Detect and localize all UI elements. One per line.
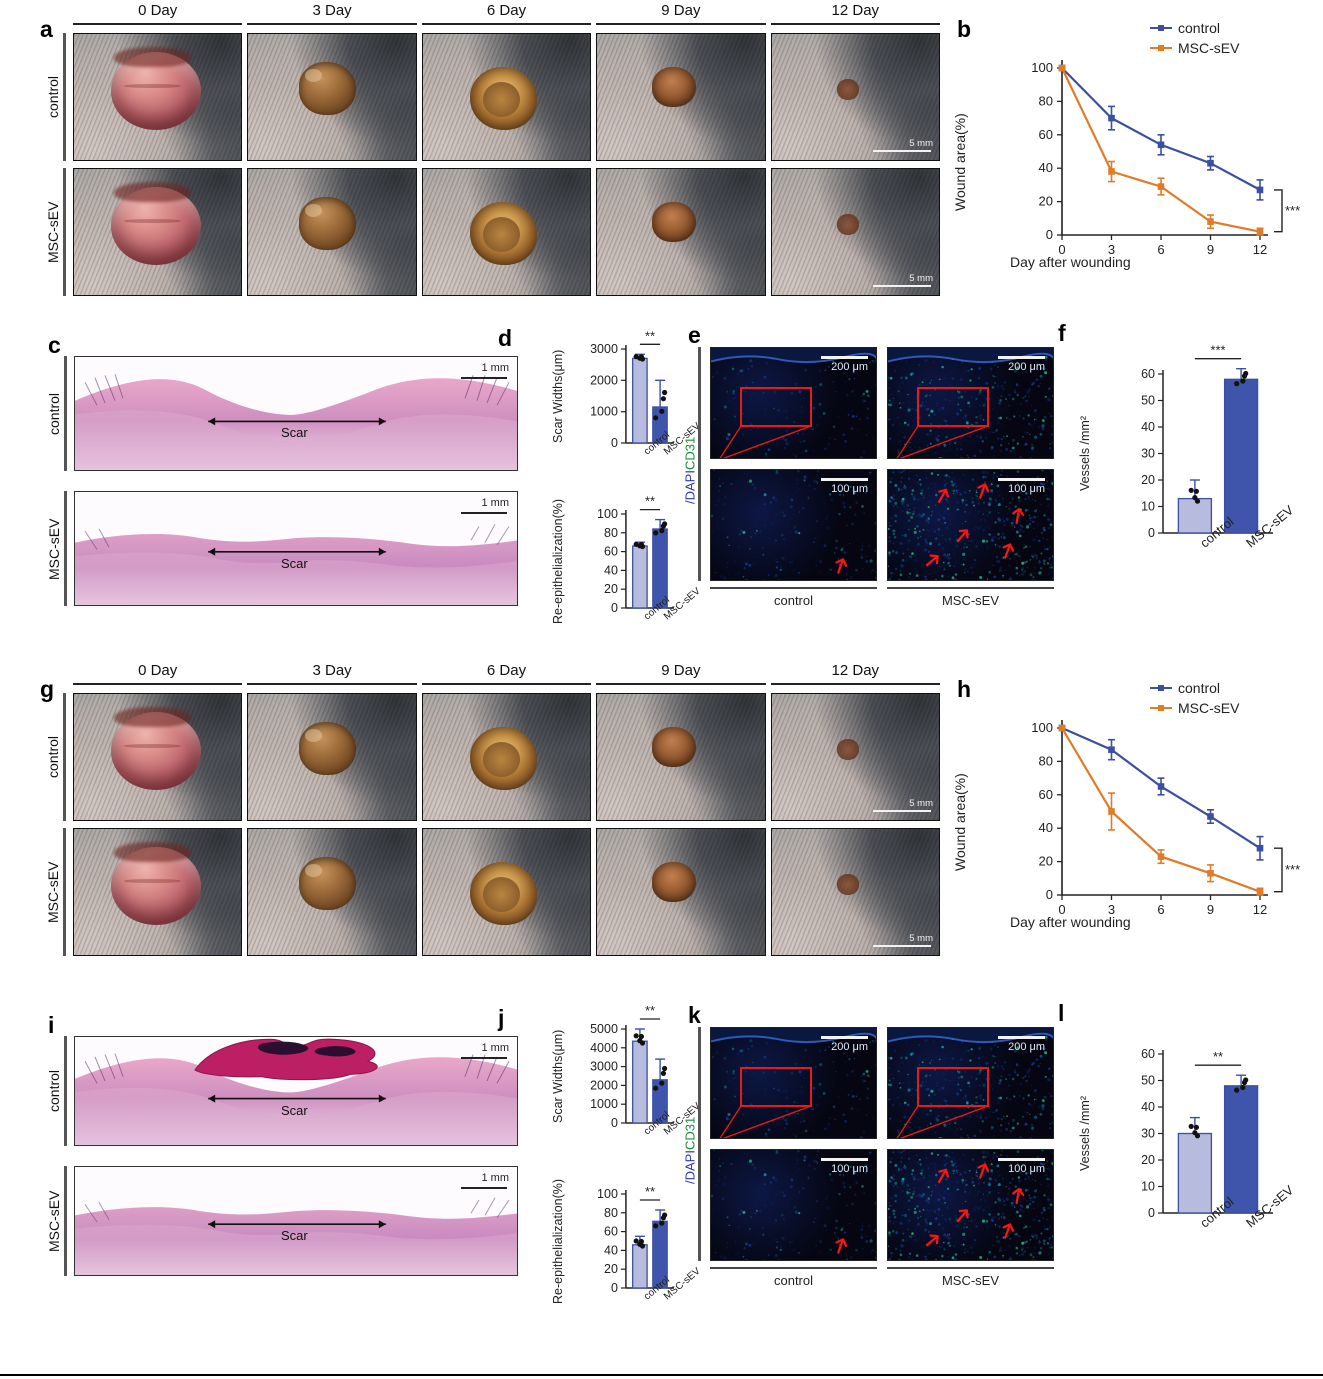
svg-text:2000: 2000 — [590, 1078, 618, 1092]
svg-text:30: 30 — [1141, 1127, 1155, 1141]
svg-text:10: 10 — [1141, 500, 1155, 514]
svg-text:40: 40 — [1039, 820, 1053, 835]
svg-text:100: 100 — [1031, 60, 1053, 75]
svg-text:100: 100 — [597, 507, 618, 521]
svg-text:40: 40 — [1141, 1100, 1155, 1114]
svg-text:50: 50 — [1141, 394, 1155, 408]
svg-text:0: 0 — [1046, 227, 1053, 242]
svg-text:0: 0 — [611, 436, 618, 450]
svg-text:80: 80 — [604, 1206, 618, 1220]
svg-text:0: 0 — [1148, 1206, 1155, 1220]
svg-text:5000: 5000 — [590, 1022, 618, 1036]
svg-text:**: ** — [645, 1003, 655, 1018]
svg-text:20: 20 — [1141, 473, 1155, 487]
svg-text:20: 20 — [1039, 854, 1053, 869]
svg-text:40: 40 — [1141, 420, 1155, 434]
svg-text:**: ** — [645, 328, 655, 343]
svg-text:80: 80 — [1039, 93, 1053, 108]
svg-text:40: 40 — [604, 563, 618, 577]
svg-text:0: 0 — [1046, 887, 1053, 902]
svg-text:**: ** — [1213, 1049, 1223, 1064]
svg-text:20: 20 — [604, 582, 618, 596]
svg-text:30: 30 — [1141, 447, 1155, 461]
svg-text:0: 0 — [1148, 526, 1155, 540]
svg-text:80: 80 — [604, 526, 618, 540]
svg-text:***: *** — [1210, 343, 1225, 358]
svg-text:**: ** — [645, 1184, 655, 1199]
svg-text:40: 40 — [604, 1243, 618, 1257]
svg-text:1000: 1000 — [590, 1097, 618, 1111]
svg-text:100: 100 — [1031, 720, 1053, 735]
svg-text:50: 50 — [1141, 1074, 1155, 1088]
svg-text:60: 60 — [1141, 1047, 1155, 1061]
svg-text:60: 60 — [604, 1225, 618, 1239]
svg-text:***: *** — [1285, 203, 1300, 218]
svg-text:0: 0 — [611, 1116, 618, 1130]
svg-text:0: 0 — [611, 601, 618, 615]
svg-text:60: 60 — [1039, 127, 1053, 142]
svg-text:60: 60 — [1039, 787, 1053, 802]
svg-text:20: 20 — [604, 1262, 618, 1276]
svg-text:20: 20 — [1141, 1153, 1155, 1167]
svg-text:60: 60 — [604, 545, 618, 559]
svg-text:3000: 3000 — [590, 342, 618, 356]
svg-text:80: 80 — [1039, 753, 1053, 768]
svg-text:60: 60 — [1141, 367, 1155, 381]
svg-text:10: 10 — [1141, 1180, 1155, 1194]
svg-text:3000: 3000 — [590, 1060, 618, 1074]
svg-text:1000: 1000 — [590, 405, 618, 419]
svg-text:100: 100 — [597, 1187, 618, 1201]
svg-text:4000: 4000 — [590, 1041, 618, 1055]
svg-text:40: 40 — [1039, 160, 1053, 175]
svg-text:20: 20 — [1039, 194, 1053, 209]
svg-text:0: 0 — [611, 1281, 618, 1295]
svg-text:2000: 2000 — [590, 373, 618, 387]
svg-text:**: ** — [645, 494, 655, 509]
svg-text:***: *** — [1285, 862, 1300, 877]
